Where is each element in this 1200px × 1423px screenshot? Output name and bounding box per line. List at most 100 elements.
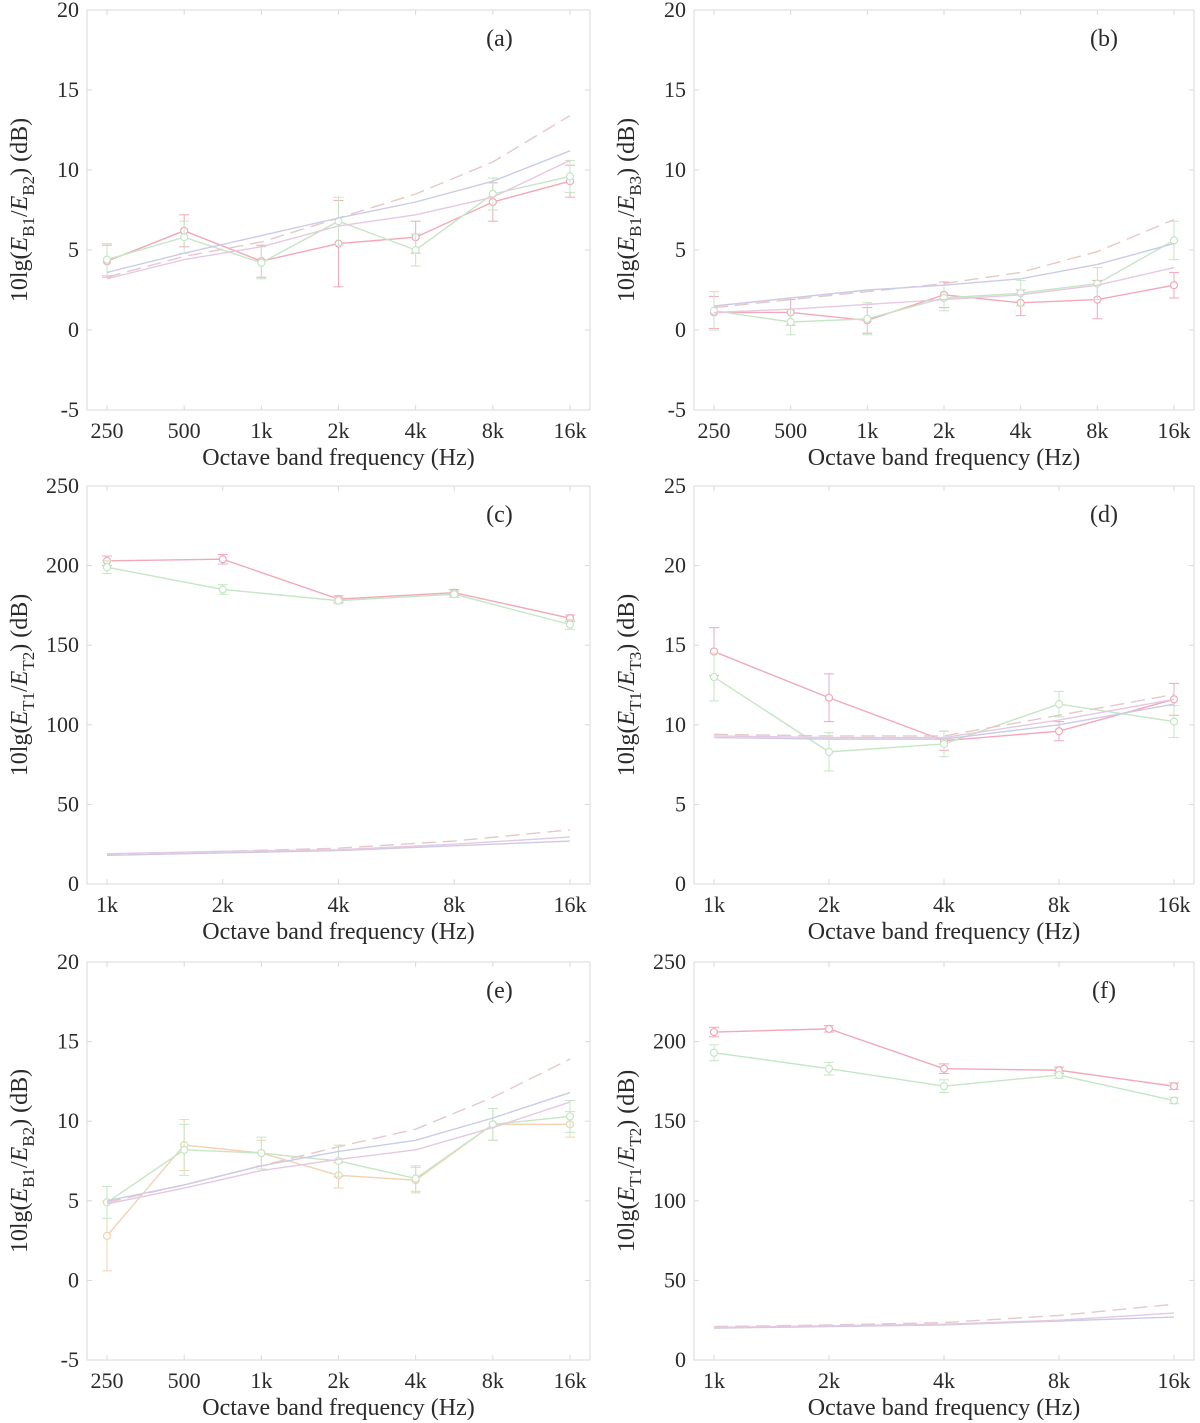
data-point — [709, 1027, 719, 1037]
y-tick-label: 5 — [675, 791, 686, 816]
series-measured-2 — [709, 220, 1179, 336]
chart-panel-c: 0 50 100 150 200 250 1k 2k 4k 8k 16k Octave band fr… — [7, 473, 591, 945]
y-axis-title-part: E — [7, 195, 33, 211]
data-point — [257, 258, 266, 267]
panel-label: (d) — [1090, 502, 1118, 528]
y-axis-title-part: E — [614, 670, 640, 686]
y-axis-title-part: T2 — [19, 652, 38, 671]
x-tick-label: 4k — [933, 892, 955, 917]
series-line — [713, 698, 1175, 739]
data-point — [102, 255, 112, 264]
y-tick-label: 100 — [653, 1188, 686, 1213]
panel-label: (e) — [486, 978, 513, 1004]
y-axis-title-part: 10lg( — [614, 252, 640, 303]
y-tick-label: 10 — [57, 157, 79, 182]
x-tick-label: 1k — [96, 892, 118, 917]
series-measured-1 — [709, 1024, 1179, 1091]
y-axis-title-part: B3 — [626, 176, 645, 196]
y-axis-title: 10lg(ET1/ET2) (dB) — [614, 1070, 645, 1252]
y-axis-title-part: B1 — [626, 217, 645, 237]
series-predicted-1 — [713, 242, 1175, 307]
series-line — [106, 1101, 571, 1205]
panel-label: (b) — [1090, 26, 1118, 52]
data-point — [565, 172, 575, 181]
series-line — [713, 218, 1175, 309]
series-line — [713, 650, 1175, 742]
x-tick-label: 500 — [774, 418, 807, 443]
y-tick-label: 20 — [664, 553, 686, 578]
x-tick-label: 4k — [405, 1368, 427, 1393]
x-tick-label: 4k — [328, 892, 350, 917]
y-axis-title-part: E — [614, 1187, 640, 1203]
chart-panel-b: -5 0 5 10 15 20 250 500 1k 2k 4k 8k 16k Octave band f… — [614, 0, 1195, 471]
series-line — [713, 266, 1175, 314]
series-predicted-dashed — [713, 1303, 1175, 1328]
data-point — [102, 1231, 112, 1240]
chart-panel-a: -5 0 5 10 15 20 250 500 1k 2k 4k 8k 16k Octave band f… — [7, 0, 591, 471]
x-tick-label: 250 — [91, 418, 124, 443]
data-point — [102, 563, 112, 572]
y-axis-title-part: 10lg( — [7, 726, 33, 777]
x-tick-label: 4k — [405, 418, 427, 443]
y-axis-title: 10lg(EB1/EB2) (dB) — [7, 1069, 38, 1253]
x-tick-label: 16k — [1158, 892, 1191, 917]
data-point — [450, 590, 459, 599]
y-axis-title-part: / — [614, 210, 640, 217]
series-line — [713, 1303, 1175, 1328]
y-axis-title-part: / — [614, 1161, 640, 1168]
series-predicted-2 — [713, 698, 1175, 739]
series-predicted-dashed — [713, 693, 1175, 737]
y-tick-label: -5 — [61, 1347, 79, 1372]
data-point — [411, 245, 420, 255]
x-tick-label: 500 — [168, 1368, 201, 1393]
series-line — [106, 840, 571, 857]
y-tick-label: 150 — [653, 1108, 686, 1133]
x-tick-label: 1k — [703, 1368, 725, 1393]
x-tick-label: 8k — [482, 418, 504, 443]
data-point — [411, 1174, 420, 1183]
y-axis-title-part: 10lg( — [7, 252, 33, 303]
data-point — [180, 233, 189, 242]
y-tick-label: 10 — [664, 157, 686, 182]
x-tick-label: 4k — [933, 1368, 955, 1393]
data-point — [1054, 700, 1064, 709]
y-tick-label: 15 — [664, 77, 686, 102]
y-tick-label: 0 — [68, 317, 79, 342]
plot-frame — [86, 485, 591, 885]
series-measured-1 — [102, 553, 575, 623]
data-point — [939, 1064, 949, 1073]
data-point — [863, 314, 872, 323]
x-tick-label: 2k — [328, 418, 350, 443]
series-measured-2 — [709, 652, 1179, 772]
data-point — [824, 1064, 834, 1073]
data-point — [786, 317, 795, 327]
series-predicted-1 — [713, 1316, 1175, 1329]
series-predicted-2 — [713, 1312, 1175, 1329]
data-point — [1054, 727, 1064, 736]
data-point — [1169, 1096, 1179, 1105]
series-line — [106, 1091, 571, 1202]
data-point — [1169, 236, 1179, 245]
y-tick-label: 15 — [664, 632, 686, 657]
y-axis-title: 10lg(EB1/EB3) (dB) — [614, 118, 645, 302]
x-tick-label: 4k — [1010, 418, 1032, 443]
series-predicted-2 — [106, 1101, 571, 1205]
series-line — [106, 150, 571, 274]
y-axis-title-part: ) (dB) — [7, 594, 33, 652]
x-axis-title: Octave band frequency (Hz) — [202, 919, 475, 945]
y-tick-label: 10 — [57, 1108, 79, 1133]
x-tick-label: 2k — [818, 892, 840, 917]
data-point — [334, 596, 343, 605]
y-axis-title: 10lg(EB1/EB2) (dB) — [7, 118, 38, 302]
plot-frame — [693, 961, 1195, 1361]
x-tick-label: 8k — [1048, 1368, 1070, 1393]
y-axis-title-part: E — [614, 1146, 640, 1162]
data-point — [709, 1048, 719, 1057]
series-measured-1 — [102, 1107, 575, 1272]
y-tick-label: 0 — [675, 871, 686, 896]
x-tick-label: 2k — [212, 892, 234, 917]
y-axis-title: 10lg(ET1/ET2) (dB) — [7, 594, 38, 776]
y-axis-title-part: E — [7, 237, 33, 253]
data-point — [218, 585, 227, 594]
series-measured-2 — [102, 560, 575, 630]
